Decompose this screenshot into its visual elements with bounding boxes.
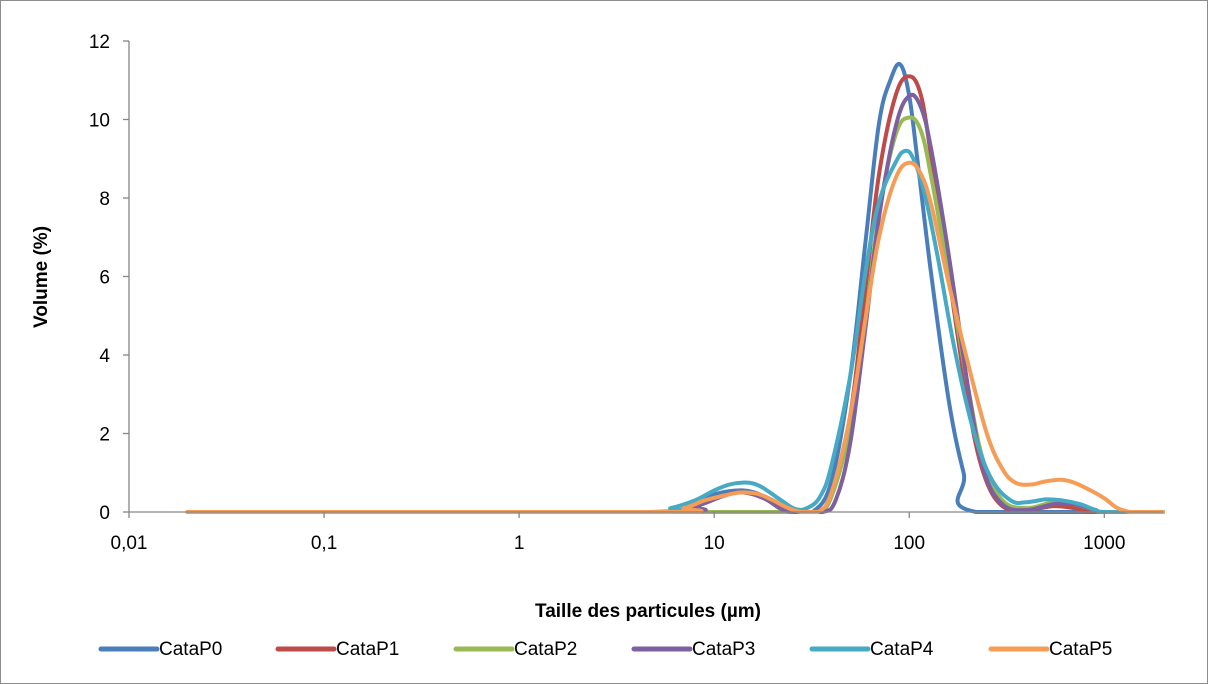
series-line-catap0 <box>185 61 1165 515</box>
legend-item-catap2: CataP2 <box>453 639 577 660</box>
legend-label: CataP4 <box>870 639 934 660</box>
y-tick-label: 4 <box>99 346 110 367</box>
y-axis: 0 2 4 6 8 10 12 <box>89 32 130 524</box>
y-axis-title: Volume (%) <box>31 226 52 328</box>
x-tick-label: 10 <box>704 533 725 554</box>
legend-item-catap0: CataP0 <box>98 639 222 660</box>
series-line-catap3 <box>185 92 1165 515</box>
legend: CataP0 CataP1 CataP2 CataP3 CataP4 CataP5 <box>98 639 1112 660</box>
y-tick-label: 8 <box>99 189 110 210</box>
legend-item-catap5: CataP5 <box>988 639 1112 660</box>
x-tick-label: 1000 <box>1083 533 1125 554</box>
series-line-catap1 <box>185 74 1165 515</box>
y-tick-label: 6 <box>99 268 110 289</box>
legend-item-catap4: CataP4 <box>809 639 934 660</box>
x-tick-label: 0,01 <box>111 533 148 554</box>
y-tick-label: 0 <box>99 503 110 524</box>
legend-label: CataP1 <box>336 639 399 660</box>
y-tick-label: 10 <box>89 111 110 132</box>
x-tick-label: 0,1 <box>311 533 337 554</box>
x-axis-title: Taille des particules (µm) <box>535 601 761 622</box>
series-line-catap2 <box>185 115 1165 515</box>
x-tick-label: 1 <box>514 533 525 554</box>
legend-label: CataP0 <box>159 639 222 660</box>
series-line-catap4 <box>185 148 1165 515</box>
legend-label: CataP2 <box>514 639 577 660</box>
legend-label: CataP5 <box>1049 639 1112 660</box>
y-tick-label: 2 <box>99 425 110 446</box>
x-axis: 0,01 0,1 1 10 100 1000 <box>111 511 1163 554</box>
legend-item-catap3: CataP3 <box>631 639 755 660</box>
legend-item-catap1: CataP1 <box>275 639 399 660</box>
legend-label: CataP3 <box>692 639 755 660</box>
y-tick-label: 12 <box>89 32 110 53</box>
plot-area <box>185 61 1165 515</box>
series-line-catap5 <box>185 160 1165 515</box>
x-tick-label: 100 <box>893 533 925 554</box>
